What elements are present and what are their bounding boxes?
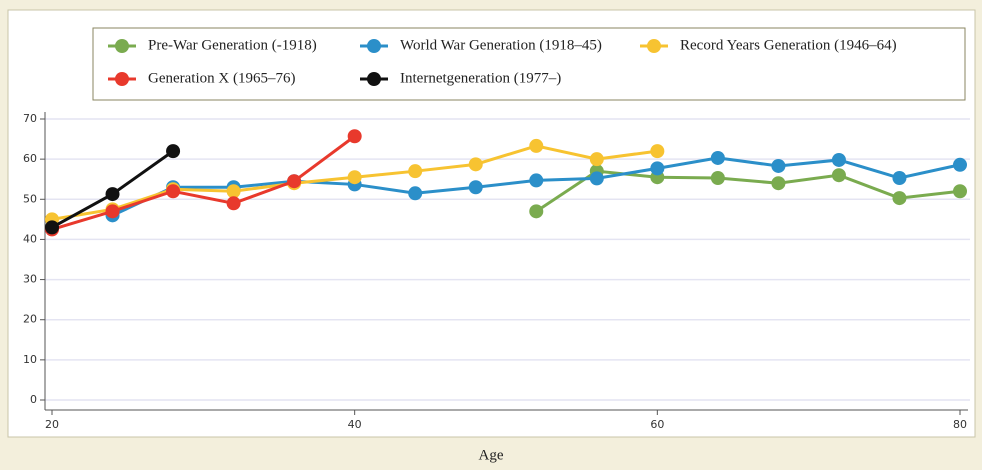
data-point [287, 174, 302, 189]
x-tick-label: 20 [45, 418, 59, 431]
data-point [105, 204, 120, 219]
data-point [529, 138, 544, 153]
data-point [831, 168, 846, 183]
data-point [408, 164, 423, 179]
data-point [892, 191, 907, 206]
data-point [105, 187, 120, 202]
data-point [771, 158, 786, 173]
data-point [468, 180, 483, 195]
data-point [468, 157, 483, 172]
data-point [45, 220, 59, 235]
data-point [831, 152, 846, 167]
data-point [953, 184, 967, 199]
legend-label: World War Generation (1918–45) [400, 37, 602, 53]
legend-label: Record Years Generation (1946–64) [680, 37, 897, 53]
y-tick-label: 0 [30, 393, 37, 406]
y-tick-label: 30 [23, 273, 37, 286]
data-point [226, 184, 241, 199]
legend-label: Generation X (1965–76) [148, 70, 295, 86]
x-tick-label: 80 [953, 418, 967, 431]
data-point [710, 171, 725, 186]
y-tick-label: 50 [23, 192, 37, 205]
x-tick-label: 40 [348, 418, 362, 431]
data-point [771, 176, 786, 191]
legend-marker [647, 39, 661, 53]
data-point [529, 173, 544, 188]
y-tick-label: 40 [23, 232, 37, 245]
data-point [166, 144, 181, 159]
legend-box [92, 27, 966, 101]
data-point [710, 150, 725, 165]
series-line [51, 135, 356, 231]
data-point [589, 171, 604, 186]
y-tick-label: 20 [23, 313, 37, 326]
legend-label: Pre-War Generation (-1918) [148, 37, 317, 53]
data-point [650, 144, 665, 159]
x-axis-label: Age [479, 447, 504, 463]
data-point [347, 170, 362, 185]
data-point [529, 204, 544, 219]
data-point [953, 157, 967, 172]
series-line [535, 169, 961, 213]
data-point [166, 184, 181, 199]
x-tick-label: 60 [650, 418, 664, 431]
data-point [892, 171, 907, 186]
y-tick-label: 60 [23, 152, 37, 165]
data-point [347, 129, 362, 144]
data-point [226, 196, 241, 211]
legend-marker [115, 72, 129, 86]
data-point [589, 152, 604, 167]
data-point [408, 186, 423, 201]
data-point [650, 161, 665, 176]
y-tick-label: 70 [23, 112, 37, 125]
y-tick-label: 10 [23, 353, 37, 366]
legend-marker [367, 72, 381, 86]
legend-marker [367, 39, 381, 53]
legend-label: Internetgeneration (1977–) [400, 70, 561, 86]
legend-marker [115, 39, 129, 53]
